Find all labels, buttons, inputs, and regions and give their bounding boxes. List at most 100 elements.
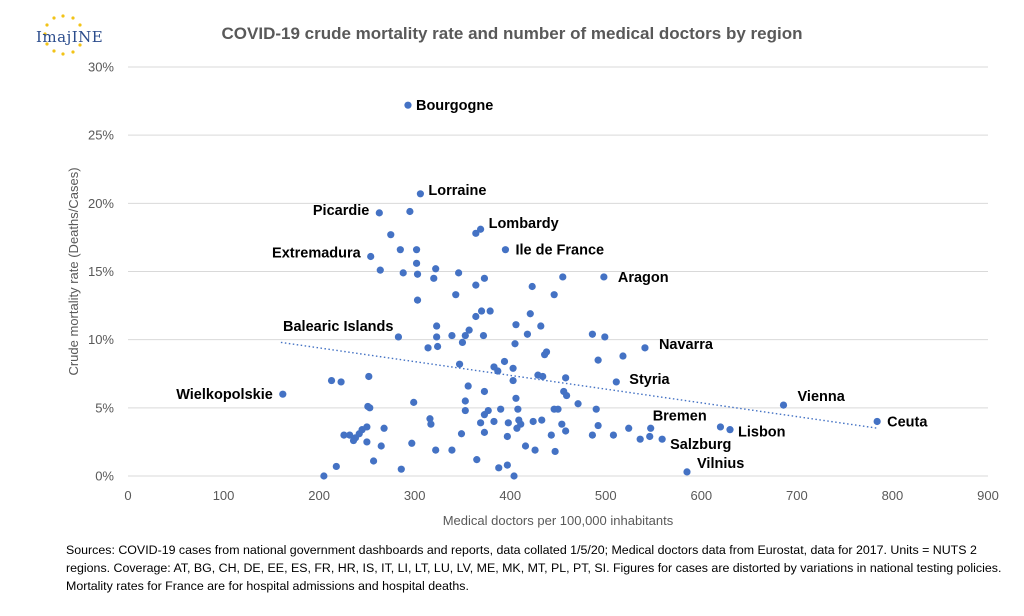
y-axis-ticks: 0% 5% 10% 15% 20% 25% 30%	[88, 60, 114, 484]
data-point	[562, 427, 570, 435]
data-point	[461, 397, 469, 405]
data-point	[412, 246, 421, 254]
data-point	[477, 307, 486, 315]
x-axis-label: Medical doctors per 100,000 inhabitants	[443, 513, 674, 528]
data-point	[472, 312, 480, 321]
data-point	[563, 391, 571, 400]
logo-text: ImajINE	[36, 28, 104, 46]
data-point	[477, 225, 485, 233]
point-label-vienna: Vienna	[798, 389, 846, 405]
data-point	[434, 342, 442, 351]
data-point	[455, 360, 464, 368]
data-point	[600, 273, 608, 281]
point-label-lorraine: Lorraine	[428, 183, 486, 199]
data-point	[337, 378, 345, 386]
data-point	[529, 417, 537, 426]
data-point	[279, 390, 287, 398]
data-point	[399, 269, 407, 277]
data-point	[332, 462, 340, 471]
data-point	[779, 401, 788, 409]
x-tick-label: 100	[213, 488, 235, 503]
x-tick-label: 600	[690, 488, 712, 503]
y-tick-label: 15%	[88, 264, 114, 279]
data-point	[646, 432, 654, 441]
y-axis-label: Crude mortality rate (Deaths/Cases)	[66, 167, 81, 375]
gridlines	[128, 66, 988, 477]
data-point	[377, 442, 385, 450]
data-point	[340, 431, 348, 439]
data-point	[495, 464, 503, 472]
data-point	[510, 472, 518, 480]
point-label-ile-de-france: Ile de France	[515, 243, 604, 259]
data-point	[432, 446, 440, 454]
data-point	[500, 357, 509, 366]
data-point	[647, 424, 655, 432]
point-labels: Bourgogne Lorraine Picardie Lombardy Extrema…	[176, 98, 928, 472]
data-point	[426, 415, 434, 423]
data-point	[406, 207, 414, 216]
data-point	[452, 291, 460, 299]
x-axis-ticks: 0 100 200 300 400 500 600 700 800 900	[124, 488, 998, 503]
data-point	[349, 436, 358, 445]
data-point	[416, 190, 424, 198]
data-point	[562, 374, 570, 382]
scatter-chart: 0% 5% 10% 15% 20% 25% 30% 0 100 200 300 400 500 600 7…	[66, 60, 999, 529]
data-point	[427, 420, 435, 428]
data-point	[480, 411, 489, 419]
data-point	[458, 338, 467, 346]
data-point	[511, 340, 519, 348]
data-point	[430, 274, 438, 282]
data-point	[594, 421, 602, 430]
x-tick-label: 800	[882, 488, 904, 503]
data-point	[369, 457, 378, 465]
data-point	[497, 405, 505, 413]
data-point	[683, 468, 691, 476]
data-point	[433, 333, 441, 341]
data-point	[531, 446, 539, 454]
data-point	[394, 333, 403, 341]
data-point	[554, 405, 562, 413]
imajine-logo	[18, 10, 128, 60]
data-point	[619, 352, 627, 360]
trendline	[280, 341, 879, 429]
chart-title: COVID-19 crude mortality rate and number…	[221, 24, 803, 43]
data-point	[509, 376, 517, 385]
point-label-salzburg: Salzburg	[670, 437, 731, 453]
y-tick-label: 10%	[88, 332, 114, 347]
x-tick-label: 200	[308, 488, 330, 503]
data-point	[513, 424, 521, 432]
point-label-bremen: Bremen	[653, 408, 707, 424]
data-point	[346, 431, 354, 439]
x-tick-label: 300	[404, 488, 426, 503]
data-point	[625, 424, 633, 432]
x-tick-label: 0	[124, 488, 131, 503]
data-point	[541, 351, 549, 359]
data-point	[588, 431, 597, 439]
data-point	[404, 101, 412, 109]
data-point	[477, 419, 485, 427]
point-label-navarra: Navarra	[659, 337, 714, 353]
data-points	[279, 101, 881, 480]
data-point	[479, 331, 488, 340]
data-point	[433, 322, 441, 330]
data-point	[375, 209, 383, 217]
y-tick-label: 20%	[88, 196, 114, 211]
point-label-extremadura: Extremadura	[272, 246, 362, 262]
data-point	[523, 330, 532, 338]
point-label-ceuta: Ceuta	[887, 414, 928, 430]
data-point	[521, 442, 530, 450]
x-tick-label: 400	[499, 488, 521, 503]
data-point	[413, 296, 422, 304]
data-point	[327, 376, 336, 385]
data-point	[574, 400, 582, 408]
data-point	[503, 432, 511, 441]
data-point	[367, 252, 375, 261]
data-point	[547, 431, 555, 439]
data-point	[480, 274, 489, 282]
data-point	[448, 331, 456, 340]
x-tick-label: 500	[595, 488, 617, 503]
point-label-bourgogne: Bourgogne	[416, 98, 493, 114]
data-point	[612, 378, 620, 386]
data-point	[380, 424, 388, 432]
data-point	[461, 406, 469, 415]
